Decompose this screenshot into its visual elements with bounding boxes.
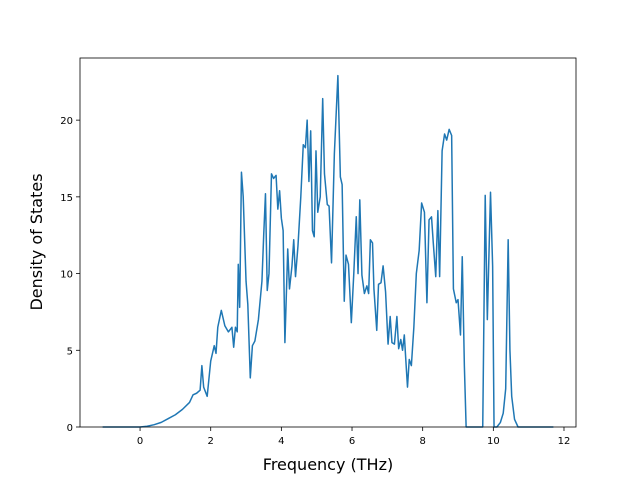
y-tick-label: 0 [67, 423, 73, 434]
plot-frame [79, 57, 577, 428]
x-tick-label: 2 [208, 436, 214, 447]
x-tick-label: 6 [349, 436, 355, 447]
line [102, 74, 554, 428]
y-tick-label: 20 [60, 116, 73, 127]
x-tick-label: 0 [137, 436, 143, 447]
x-axis-label: Frequency (THz) [263, 455, 393, 474]
x-tick-label: 4 [278, 436, 284, 447]
y-tick-label: 10 [60, 270, 73, 281]
y-tick-label: 5 [67, 346, 73, 357]
x-tick-label: 8 [419, 436, 425, 447]
x-tick-label: 12 [558, 436, 571, 447]
y-tick-label: 15 [60, 193, 73, 204]
x-tick-label: 10 [487, 436, 500, 447]
y-axis-label: Density of States [27, 173, 46, 310]
